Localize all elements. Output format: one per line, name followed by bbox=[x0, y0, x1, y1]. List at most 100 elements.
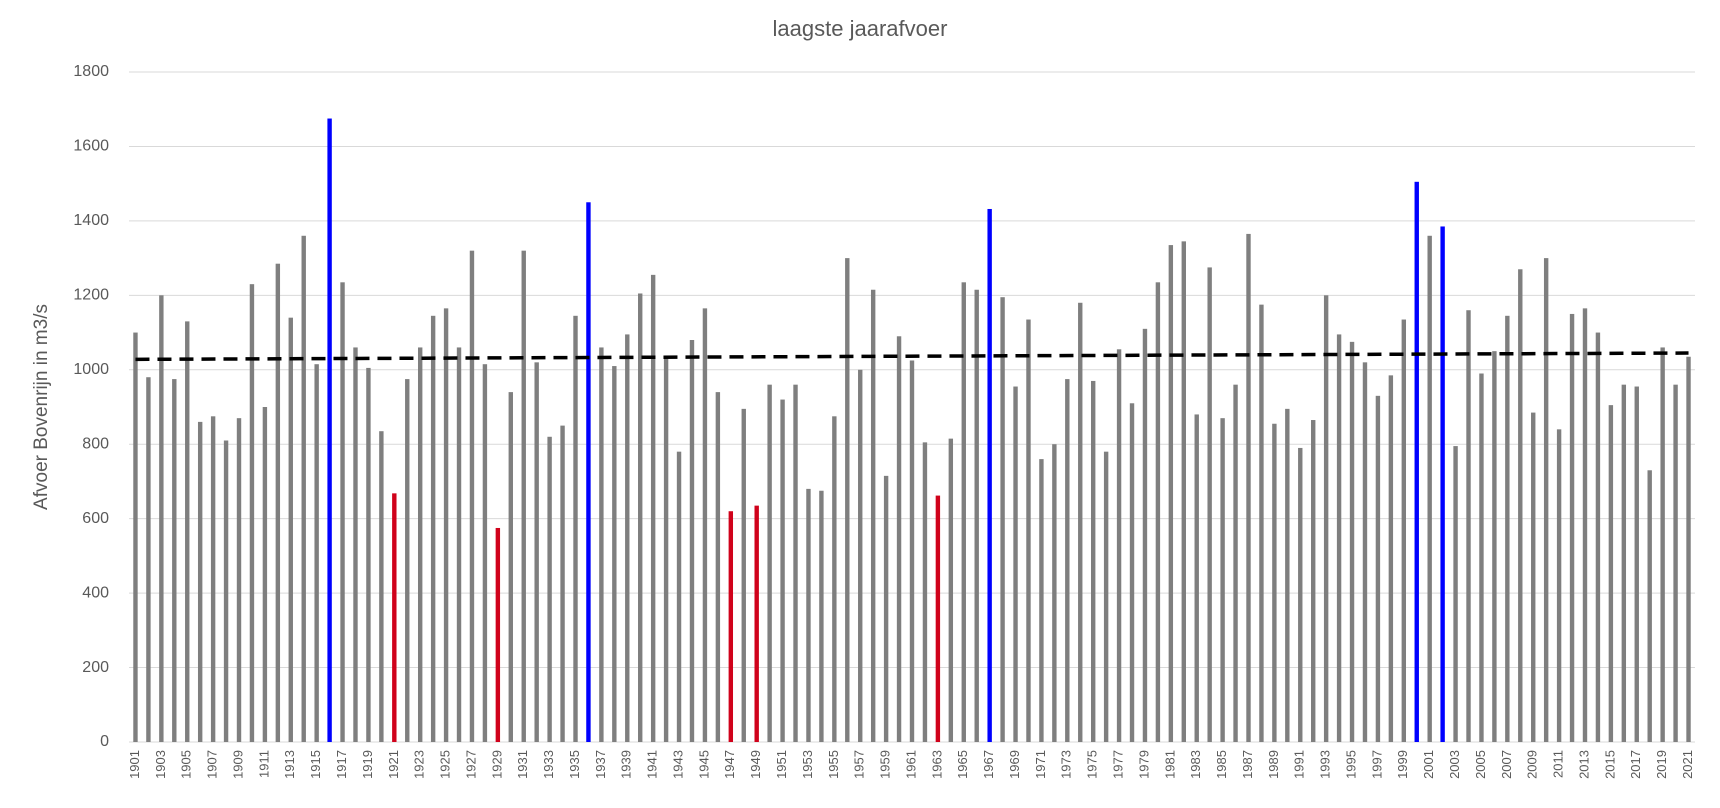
bar bbox=[327, 118, 332, 743]
bar bbox=[1311, 420, 1316, 742]
bar bbox=[625, 334, 630, 742]
bar bbox=[1401, 319, 1407, 742]
x-tick-label: 1903 bbox=[153, 750, 168, 779]
bar bbox=[676, 451, 682, 742]
x-tick-label: 1973 bbox=[1059, 750, 1074, 779]
x-tick-label: 1997 bbox=[1369, 750, 1384, 779]
x-tick-label: 1929 bbox=[489, 750, 504, 779]
x-tick-label: 1915 bbox=[308, 750, 323, 779]
bar bbox=[1142, 328, 1148, 742]
x-tick-label: 1967 bbox=[981, 750, 996, 779]
bar bbox=[1272, 423, 1277, 742]
bar bbox=[1362, 362, 1368, 742]
bar bbox=[793, 384, 798, 742]
x-tick-label: 2007 bbox=[1499, 750, 1514, 779]
bar bbox=[870, 289, 876, 742]
bar bbox=[754, 505, 759, 742]
bar bbox=[521, 250, 526, 742]
bar bbox=[262, 407, 268, 742]
bar bbox=[1621, 384, 1627, 742]
x-tick-label: 1933 bbox=[541, 750, 556, 779]
bar bbox=[599, 347, 604, 742]
x-tick-label: 1913 bbox=[282, 750, 297, 779]
bar bbox=[508, 392, 513, 742]
bar bbox=[172, 379, 177, 742]
bar bbox=[780, 399, 785, 742]
bar bbox=[1207, 267, 1212, 742]
bar bbox=[133, 332, 138, 742]
bar bbox=[948, 438, 954, 742]
bar bbox=[1660, 347, 1665, 742]
bar bbox=[922, 442, 928, 742]
bar bbox=[288, 317, 293, 742]
bar bbox=[534, 362, 539, 742]
bar bbox=[612, 366, 617, 742]
y-tick-label: 1200 bbox=[73, 287, 109, 304]
bar bbox=[1556, 429, 1562, 742]
x-tick-label: 1983 bbox=[1188, 750, 1203, 779]
bar bbox=[1427, 235, 1432, 742]
bar bbox=[741, 408, 746, 742]
bar bbox=[1026, 319, 1031, 742]
bar bbox=[430, 315, 436, 742]
bar bbox=[249, 284, 255, 742]
bar bbox=[1531, 412, 1536, 742]
bar bbox=[1220, 418, 1225, 742]
bar bbox=[1466, 310, 1471, 742]
bar bbox=[1013, 386, 1018, 742]
x-tick-label: 1961 bbox=[903, 750, 918, 779]
x-tick-label: 1947 bbox=[722, 750, 737, 779]
bar bbox=[146, 377, 151, 742]
bar bbox=[1039, 459, 1044, 742]
bar bbox=[1090, 380, 1096, 742]
bar bbox=[1479, 373, 1484, 742]
x-tick-label: 1951 bbox=[774, 750, 789, 779]
bar bbox=[1052, 444, 1057, 742]
bar bbox=[1336, 334, 1342, 742]
bar bbox=[1492, 351, 1497, 742]
bar bbox=[1505, 315, 1510, 742]
x-tick-label: 1979 bbox=[1136, 750, 1151, 779]
x-tick-label: 1945 bbox=[696, 750, 711, 779]
x-tick-label: 1931 bbox=[515, 750, 530, 779]
bar bbox=[1569, 313, 1575, 742]
bar bbox=[715, 392, 721, 742]
bar bbox=[573, 315, 578, 742]
bar bbox=[1168, 245, 1174, 743]
bar bbox=[1686, 356, 1691, 742]
x-tick-label: 1977 bbox=[1111, 750, 1126, 779]
bar bbox=[1065, 379, 1070, 742]
y-tick-label: 1400 bbox=[73, 212, 109, 229]
bar bbox=[767, 384, 772, 742]
y-tick-label: 400 bbox=[82, 584, 109, 601]
x-tick-label: 1993 bbox=[1318, 750, 1333, 779]
bar bbox=[379, 431, 384, 742]
x-tick-label: 1939 bbox=[619, 750, 634, 779]
bar bbox=[1000, 297, 1005, 742]
bar bbox=[650, 274, 656, 742]
bar bbox=[909, 360, 915, 742]
bar bbox=[961, 282, 966, 742]
x-tick-label: 2013 bbox=[1576, 750, 1591, 779]
x-tick-label: 1905 bbox=[179, 750, 194, 779]
bar bbox=[1543, 258, 1549, 742]
x-tick-label: 1999 bbox=[1395, 750, 1410, 779]
bar bbox=[1518, 269, 1523, 742]
bar bbox=[1078, 302, 1083, 742]
bar bbox=[405, 379, 410, 742]
y-tick-label: 0 bbox=[100, 733, 109, 750]
bar bbox=[832, 416, 837, 742]
chart-title: laagste jaarafvoer bbox=[773, 16, 948, 41]
x-tick-label: 1927 bbox=[463, 750, 478, 779]
bar bbox=[1673, 384, 1678, 742]
bar bbox=[1116, 349, 1122, 742]
bar bbox=[547, 436, 552, 742]
bar bbox=[1608, 405, 1614, 742]
x-tick-label: 1923 bbox=[412, 750, 427, 779]
bar bbox=[987, 208, 992, 742]
bar bbox=[1414, 181, 1419, 743]
bar bbox=[1129, 403, 1135, 742]
x-tick-label: 1901 bbox=[127, 750, 142, 779]
bar bbox=[1259, 304, 1264, 742]
bar bbox=[275, 263, 281, 742]
